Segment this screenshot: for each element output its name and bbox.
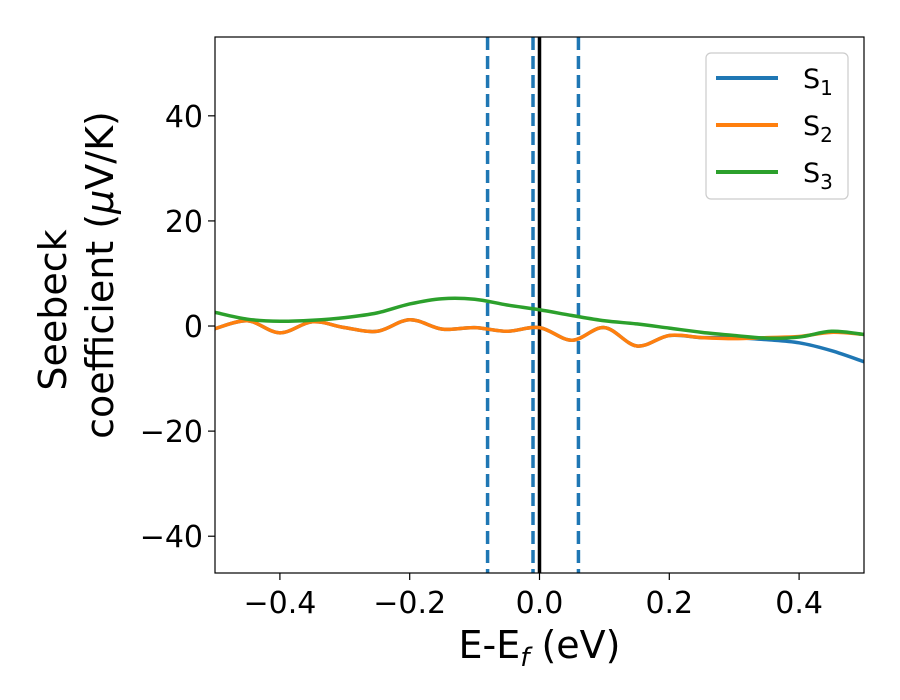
x-ticks: −0.4 −0.2 0.0 0.2 0.4 <box>243 573 823 621</box>
x-tick-label: 0.4 <box>775 586 823 621</box>
y-tick-label: 0 <box>184 310 203 345</box>
x-tick-label: −0.2 <box>373 586 446 621</box>
series-lines <box>215 296 864 364</box>
y-axis-label-line2-post: V/K) <box>78 111 122 190</box>
x-tick-label: 0.2 <box>645 586 693 621</box>
y-axis-label-line2-pre: coefficient ( <box>78 214 122 439</box>
x-axis-label-main: E-E <box>459 623 521 667</box>
y-tick-label: −20 <box>140 415 203 450</box>
legend-label-s1: S1 <box>803 64 833 100</box>
y-axis-label-mu: μ <box>78 190 122 215</box>
legend-label-s2: S2 <box>803 111 833 147</box>
y-tick-label: 20 <box>165 205 203 240</box>
y-tick-label: −40 <box>140 520 203 555</box>
y-axis-label-line1: Seebeck <box>31 229 75 390</box>
x-axis-label: E-Ef (eV) <box>459 623 621 673</box>
y-axis-label: Seebeck coefficient (μV/K) <box>31 111 122 439</box>
series-line-s3 <box>215 296 864 340</box>
y-tick-label: 40 <box>165 100 203 135</box>
x-axis-label-rest: (eV) <box>529 623 620 667</box>
y-ticks: −40 −20 0 20 40 <box>140 100 215 555</box>
x-tick-label: −0.4 <box>243 586 316 621</box>
x-tick-label: 0.0 <box>516 586 564 621</box>
y-axis-label-line2: coefficient (μV/K) <box>78 111 122 439</box>
legend-label-s3: S3 <box>803 158 833 194</box>
vertical-lines <box>485 37 581 573</box>
legend: S1 S2 S3 <box>705 52 849 200</box>
